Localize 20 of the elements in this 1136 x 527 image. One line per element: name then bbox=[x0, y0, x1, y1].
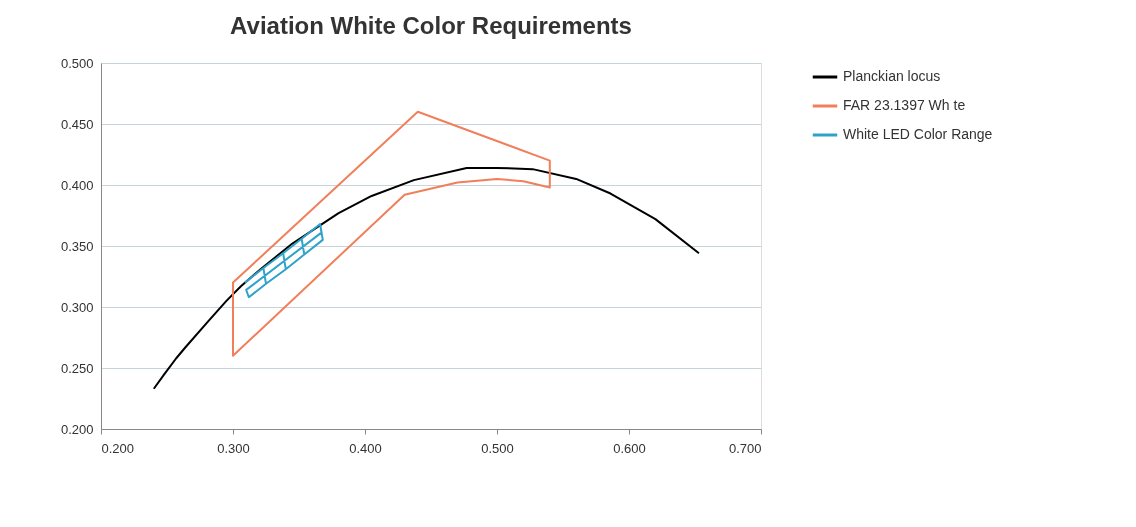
x-tick-label: 0.200 bbox=[101, 440, 135, 456]
x-tick-label: 0.600 bbox=[613, 440, 646, 456]
legend-label: FAR 23.1397 Wh te bbox=[843, 97, 966, 113]
line-series bbox=[243, 223, 324, 299]
legend-label: Planckian locus bbox=[843, 68, 941, 84]
y-tick-label: 0.350 bbox=[60, 238, 94, 254]
y-tick-label: 0.300 bbox=[60, 299, 94, 315]
line-series bbox=[152, 166, 700, 390]
y-tick-label: 0.500 bbox=[60, 55, 94, 71]
y-tick-label: 0.450 bbox=[60, 116, 94, 132]
y-tick-label: 0.400 bbox=[60, 177, 94, 193]
x-tick-label: 0.500 bbox=[481, 440, 514, 456]
x-tick-label: 0.300 bbox=[217, 440, 250, 456]
y-tick-label: 0.250 bbox=[60, 360, 94, 376]
chart-title: Aviation White Color Requirements bbox=[230, 12, 632, 39]
y-tick-label: 0.200 bbox=[60, 421, 94, 437]
x-tick-label: 0.400 bbox=[349, 440, 382, 456]
x-tick-label: 0.700 bbox=[728, 440, 762, 456]
line-series bbox=[232, 110, 551, 357]
legend-label: White LED Color Range bbox=[843, 126, 993, 142]
